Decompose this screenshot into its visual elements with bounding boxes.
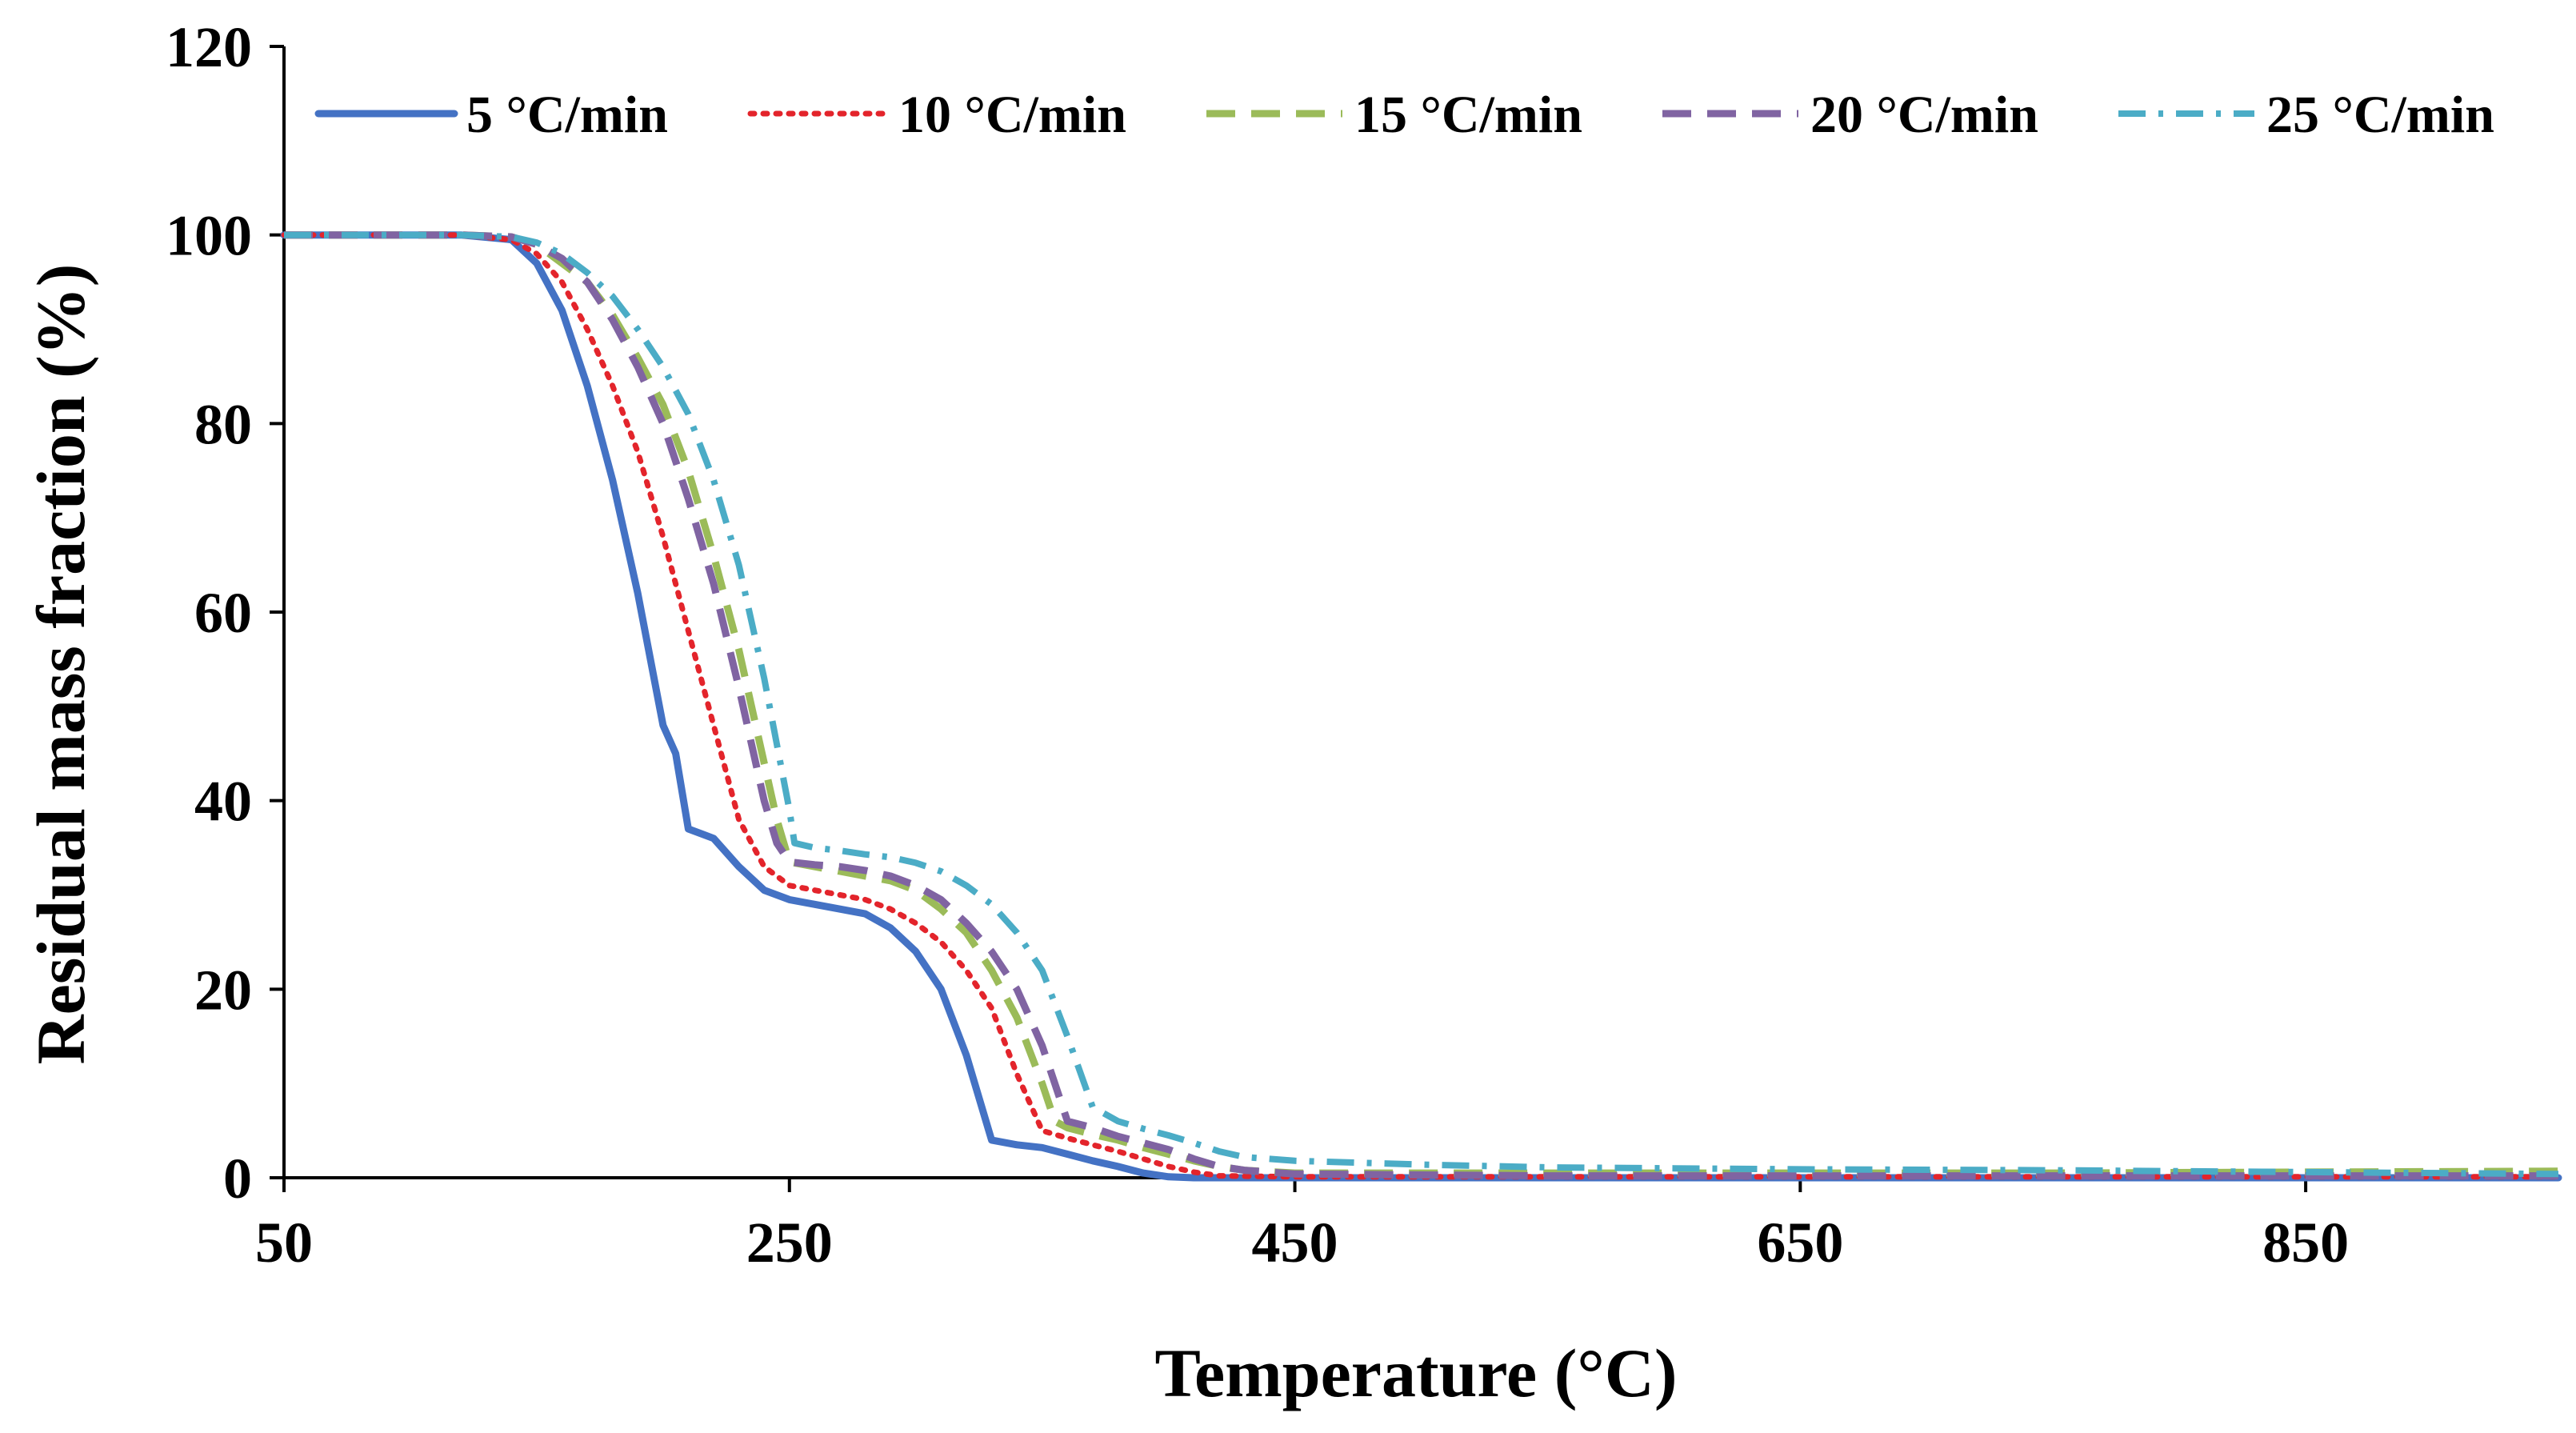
legend-label: 10 °C/min: [898, 86, 1126, 144]
y-tick-label: 40: [194, 770, 252, 834]
x-tick-label: 650: [1757, 1211, 1843, 1275]
series-line-3: [284, 231, 2559, 1177]
series-line-1: [280, 231, 2562, 1182]
x-tick-label: 250: [746, 1211, 833, 1275]
legend-entry-2: 10 °C/min: [747, 86, 1126, 144]
series-line-2: [281, 232, 2562, 1180]
legend-entry-3: 15 °C/min: [1206, 86, 1582, 144]
series-layer: [280, 231, 2562, 1182]
y-tick-label: 0: [223, 1147, 252, 1211]
x-axis: 50 250 450 650 850: [255, 1178, 2349, 1275]
plot-area: [282, 46, 2558, 1179]
x-tick-label: 450: [1252, 1211, 1338, 1275]
legend-label: 15 °C/min: [1354, 86, 1582, 144]
legend: 5 °C/min 10 °C/min 15 °C/min 20 °C/min 25 °C…: [314, 86, 2494, 144]
y-tick-label: 120: [166, 15, 252, 79]
y-tick-label: 60: [194, 581, 252, 645]
y-tick-label: 100: [166, 204, 252, 268]
y-tick-label: 20: [194, 958, 252, 1022]
y-axis: 0 20 40 60 80 100 120: [166, 15, 284, 1211]
y-tick-label: 80: [194, 392, 252, 456]
series-line-4: [284, 231, 2558, 1180]
legend-entry-5: 25 °C/min: [2118, 86, 2494, 144]
legend-label: 25 °C/min: [2266, 86, 2494, 144]
x-axis-title: Temperature (°C): [1155, 1335, 1678, 1411]
legend-entry-4: 20 °C/min: [1662, 86, 2038, 144]
x-tick-label: 50: [255, 1211, 313, 1275]
legend-entry-1: 5 °C/min: [314, 86, 668, 144]
legend-label: 5 °C/min: [466, 86, 668, 144]
x-tick-label: 850: [2262, 1211, 2349, 1275]
y-axis-title: Residual mass fraction (%): [22, 264, 99, 1065]
legend-label: 20 °C/min: [1810, 86, 2038, 144]
series-line-5: [284, 231, 2559, 1178]
